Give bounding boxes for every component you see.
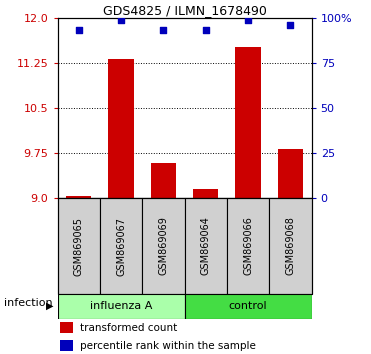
Bar — [151, 163, 176, 198]
Bar — [269, 198, 312, 294]
Text: GSM869067: GSM869067 — [116, 217, 126, 275]
Point — [245, 17, 251, 22]
Bar — [142, 198, 185, 294]
Bar — [60, 340, 73, 351]
Bar — [66, 196, 91, 198]
Text: infection: infection — [4, 298, 52, 308]
Text: percentile rank within the sample: percentile rank within the sample — [81, 341, 256, 350]
Text: transformed count: transformed count — [81, 323, 178, 333]
Point — [203, 28, 209, 33]
Bar — [108, 59, 134, 198]
Text: GSM869066: GSM869066 — [243, 217, 253, 275]
Point — [288, 22, 293, 28]
Bar — [278, 149, 303, 198]
Text: ▶: ▶ — [46, 301, 54, 311]
Bar — [185, 294, 312, 319]
Text: GSM869064: GSM869064 — [201, 217, 211, 275]
Bar — [227, 198, 269, 294]
Title: GDS4825 / ILMN_1678490: GDS4825 / ILMN_1678490 — [103, 4, 266, 17]
Bar — [58, 294, 185, 319]
Bar — [58, 198, 100, 294]
Text: GSM869069: GSM869069 — [158, 217, 168, 275]
Bar — [193, 189, 219, 198]
Text: GSM869068: GSM869068 — [285, 217, 295, 275]
Bar — [236, 47, 261, 198]
Point — [76, 28, 82, 33]
Point — [118, 17, 124, 22]
Text: influenza A: influenza A — [90, 301, 152, 311]
Point — [160, 28, 166, 33]
Bar — [185, 198, 227, 294]
Text: control: control — [229, 301, 267, 311]
Bar — [60, 322, 73, 333]
Bar — [100, 198, 142, 294]
Text: GSM869065: GSM869065 — [74, 217, 84, 275]
